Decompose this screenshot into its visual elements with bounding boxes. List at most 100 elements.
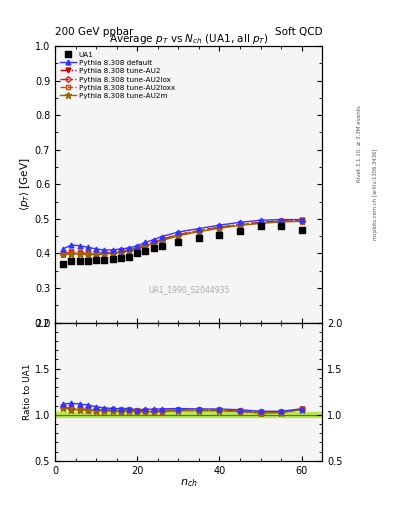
Pythia 8.308 tune-AU2 xyxy=(279,218,283,224)
Pythia 8.308 tune-AU2 xyxy=(217,224,222,230)
Pythia 8.308 default xyxy=(217,222,222,228)
Pythia 8.308 tune-AU2loxx xyxy=(258,220,263,226)
Text: UA1_1990_S2044935: UA1_1990_S2044935 xyxy=(148,285,230,294)
Pythia 8.308 tune-AU2 xyxy=(69,249,74,255)
Pythia 8.308 tune-AU2loxx xyxy=(135,245,140,251)
Pythia 8.308 default xyxy=(151,237,156,243)
Pythia 8.308 tune-AU2loxx xyxy=(151,239,156,245)
Pythia 8.308 tune-AU2lox xyxy=(258,220,263,226)
Pythia 8.308 default xyxy=(258,217,263,223)
Pythia 8.308 tune-AU2 xyxy=(238,221,242,227)
Pythia 8.308 tune-AU2 xyxy=(61,250,66,257)
Y-axis label: $\langle p_T\rangle$ [GeV]: $\langle p_T\rangle$ [GeV] xyxy=(18,158,32,211)
Pythia 8.308 tune-AU2m xyxy=(279,219,283,225)
Pythia 8.308 tune-AU2loxx xyxy=(94,251,99,257)
Pythia 8.308 tune-AU2lox xyxy=(102,250,107,257)
Pythia 8.308 tune-AU2 xyxy=(143,242,148,248)
Pythia 8.308 tune-AU2loxx xyxy=(143,242,148,248)
Pythia 8.308 tune-AU2 xyxy=(77,250,82,256)
Pythia 8.308 default xyxy=(86,244,90,250)
UA1 xyxy=(118,253,124,262)
UA1 xyxy=(126,253,132,261)
Pythia 8.308 default xyxy=(102,247,107,253)
UA1 xyxy=(93,256,99,264)
Pythia 8.308 tune-AU2 xyxy=(258,219,263,225)
Pythia 8.308 tune-AU2m xyxy=(110,250,115,257)
UA1 xyxy=(151,244,157,252)
Pythia 8.308 tune-AU2lox xyxy=(160,237,164,243)
Pythia 8.308 default xyxy=(110,247,115,253)
Pythia 8.308 tune-AU2lox xyxy=(127,247,131,253)
Pythia 8.308 default xyxy=(143,239,148,245)
Pythia 8.308 default xyxy=(279,217,283,223)
Pythia 8.308 default xyxy=(94,246,99,252)
Pythia 8.308 tune-AU2m xyxy=(238,222,242,228)
Pythia 8.308 tune-AU2m xyxy=(143,243,148,249)
Pythia 8.308 tune-AU2 xyxy=(135,245,140,251)
Pythia 8.308 tune-AU2lox xyxy=(77,250,82,257)
X-axis label: $n_{ch}$: $n_{ch}$ xyxy=(180,477,198,489)
Pythia 8.308 tune-AU2loxx xyxy=(176,232,181,238)
Pythia 8.308 tune-AU2m xyxy=(217,225,222,231)
Pythia 8.308 tune-AU2loxx xyxy=(118,249,123,255)
Bar xyxy=(55,412,322,417)
Pythia 8.308 tune-AU2lox xyxy=(176,232,181,238)
Pythia 8.308 default xyxy=(135,243,140,249)
Pythia 8.308 default xyxy=(127,245,131,251)
Pythia 8.308 tune-AU2loxx xyxy=(217,224,222,230)
Pythia 8.308 tune-AU2m xyxy=(258,220,263,226)
Pythia 8.308 tune-AU2loxx xyxy=(127,247,131,253)
Pythia 8.308 tune-AU2lox xyxy=(217,224,222,230)
Pythia 8.308 tune-AU2m xyxy=(160,238,164,244)
Pythia 8.308 tune-AU2lox xyxy=(196,228,201,234)
Title: Average $p_T$ vs $N_{ch}$ (UA1, all $p_T$): Average $p_T$ vs $N_{ch}$ (UA1, all $p_T… xyxy=(109,32,268,46)
UA1 xyxy=(299,226,305,234)
Pythia 8.308 tune-AU2 xyxy=(299,217,304,223)
Pythia 8.308 tune-AU2loxx xyxy=(160,237,164,243)
Pythia 8.308 default xyxy=(77,243,82,249)
UA1 xyxy=(216,231,222,239)
Pythia 8.308 tune-AU2lox xyxy=(86,251,90,257)
Pythia 8.308 tune-AU2m xyxy=(196,228,201,234)
Pythia 8.308 tune-AU2 xyxy=(196,227,201,233)
Pythia 8.308 default xyxy=(176,229,181,235)
Pythia 8.308 tune-AU2lox xyxy=(110,250,115,256)
Pythia 8.308 tune-AU2 xyxy=(110,249,115,255)
Pythia 8.308 tune-AU2lox xyxy=(238,222,242,228)
Pythia 8.308 tune-AU2m xyxy=(151,240,156,246)
Pythia 8.308 tune-AU2m xyxy=(135,246,140,252)
Pythia 8.308 tune-AU2loxx xyxy=(102,250,107,257)
UA1 xyxy=(196,234,202,242)
Pythia 8.308 tune-AU2m xyxy=(299,218,304,224)
UA1 xyxy=(60,260,66,268)
Text: 200 GeV ppbar: 200 GeV ppbar xyxy=(55,27,133,37)
Pythia 8.308 default xyxy=(196,225,201,231)
UA1 xyxy=(257,222,264,230)
Pythia 8.308 tune-AU2loxx xyxy=(69,250,74,256)
Pythia 8.308 tune-AU2m xyxy=(69,251,74,257)
Pythia 8.308 tune-AU2 xyxy=(94,250,99,257)
UA1 xyxy=(77,257,83,265)
Pythia 8.308 tune-AU2lox xyxy=(143,242,148,248)
Pythia 8.308 default xyxy=(238,219,242,225)
Text: Rivet 3.1.10, ≥ 3.3M events: Rivet 3.1.10, ≥ 3.3M events xyxy=(357,105,362,182)
UA1 xyxy=(175,238,182,246)
Pythia 8.308 tune-AU2loxx xyxy=(196,228,201,234)
UA1 xyxy=(134,249,140,258)
Pythia 8.308 tune-AU2 xyxy=(160,236,164,242)
UA1 xyxy=(237,227,243,235)
Pythia 8.308 tune-AU2loxx xyxy=(279,218,283,224)
Pythia 8.308 tune-AU2lox xyxy=(151,239,156,245)
Pythia 8.308 tune-AU2m xyxy=(86,251,90,258)
UA1 xyxy=(85,257,91,265)
Line: Pythia 8.308 tune-AU2lox: Pythia 8.308 tune-AU2lox xyxy=(61,219,304,256)
Pythia 8.308 tune-AU2lox xyxy=(61,251,66,257)
Text: Soft QCD: Soft QCD xyxy=(275,27,322,37)
Pythia 8.308 default xyxy=(61,246,66,252)
UA1 xyxy=(101,255,108,264)
Pythia 8.308 tune-AU2m xyxy=(176,233,181,239)
Text: mcplots.cern.ch [arXiv:1306.3436]: mcplots.cern.ch [arXiv:1306.3436] xyxy=(373,149,378,240)
Line: Pythia 8.308 tune-AU2m: Pythia 8.308 tune-AU2m xyxy=(60,218,305,258)
Legend: UA1, Pythia 8.308 default, Pythia 8.308 tune-AU2, Pythia 8.308 tune-AU2lox, Pyth: UA1, Pythia 8.308 default, Pythia 8.308 … xyxy=(59,50,176,100)
Pythia 8.308 tune-AU2loxx xyxy=(86,251,90,257)
